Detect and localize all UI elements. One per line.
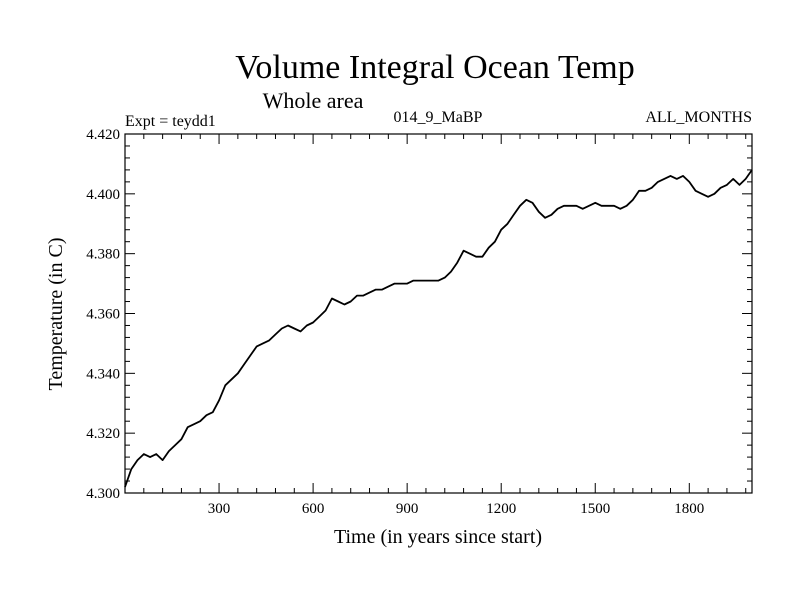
x-tick-label: 1800	[674, 501, 704, 517]
y-tick-label: 4.360	[86, 307, 120, 323]
y-tick-label: 4.420	[86, 127, 120, 143]
chart-title: Volume Integral Ocean Temp	[235, 49, 635, 86]
y-tick-label: 4.340	[86, 366, 120, 382]
experiment-label: Expt = teydd1	[125, 113, 216, 130]
y-tick-label: 4.320	[86, 426, 120, 442]
y-axis-label: Temperature (in C)	[45, 238, 67, 391]
x-tick-label: 600	[302, 501, 325, 517]
y-tick-label: 4.380	[86, 247, 120, 263]
y-tick-label: 4.300	[86, 486, 120, 502]
chart-subtitle: Whole area	[263, 88, 364, 113]
x-axis-label: Time (in years since start)	[334, 526, 542, 548]
months-label: ALL_MONTHS	[645, 109, 752, 126]
x-tick-label: 900	[396, 501, 419, 517]
x-tick-label: 1200	[486, 501, 516, 517]
x-tick-label: 300	[208, 501, 231, 517]
plot-area: 300 600 900 1200 1500 1800 4.300 4.320 4.340 4.36…	[86, 127, 753, 517]
temperature-series-line	[124, 169, 753, 488]
y-tick-label: 4.400	[86, 187, 120, 203]
x-tick-label: 1500	[580, 501, 610, 517]
run-label: 014_9_MaBP	[394, 109, 483, 126]
plot-frame	[124, 133, 753, 494]
